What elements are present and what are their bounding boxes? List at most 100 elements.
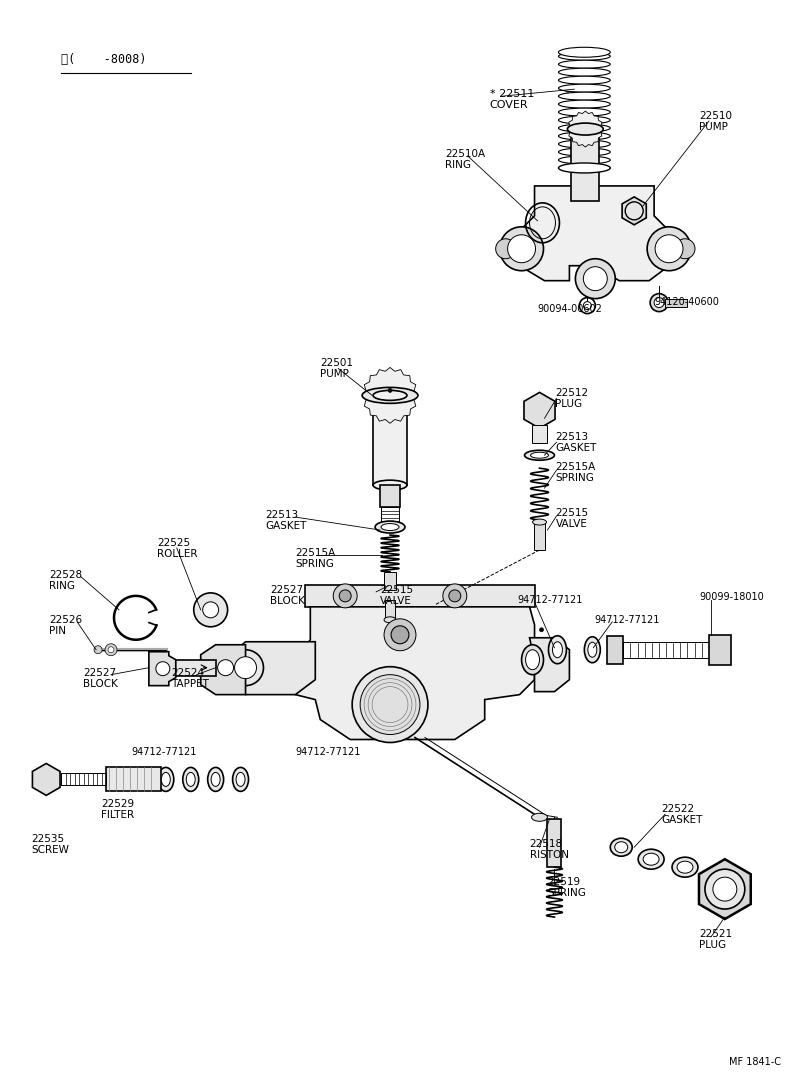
- Ellipse shape: [558, 84, 610, 93]
- Bar: [61, 774, 106, 786]
- Text: 22527: 22527: [270, 585, 303, 595]
- Bar: [571, 126, 599, 201]
- Text: 22522: 22522: [661, 804, 694, 814]
- Text: 22513: 22513: [266, 510, 298, 520]
- Text: ROLLER: ROLLER: [157, 549, 198, 559]
- Text: 22515: 22515: [555, 508, 589, 518]
- Ellipse shape: [558, 148, 610, 156]
- Text: GASKET: GASKET: [555, 444, 597, 453]
- Text: PIN: PIN: [50, 626, 66, 635]
- Text: 22521: 22521: [699, 929, 732, 938]
- Circle shape: [388, 388, 392, 392]
- Text: SPRING: SPRING: [547, 888, 586, 898]
- Text: COVER: COVER: [490, 100, 528, 110]
- Polygon shape: [530, 638, 570, 692]
- Ellipse shape: [531, 813, 547, 821]
- Circle shape: [655, 234, 683, 263]
- Ellipse shape: [558, 69, 610, 76]
- Bar: [380, 485, 400, 507]
- Ellipse shape: [384, 617, 396, 622]
- Circle shape: [218, 659, 234, 676]
- Circle shape: [647, 227, 691, 270]
- Ellipse shape: [530, 452, 549, 458]
- Text: 22515: 22515: [380, 585, 413, 595]
- Circle shape: [194, 593, 228, 627]
- Ellipse shape: [588, 642, 597, 657]
- Circle shape: [105, 644, 117, 656]
- Circle shape: [705, 869, 745, 909]
- Circle shape: [202, 602, 218, 618]
- Text: SPRING: SPRING: [295, 559, 334, 569]
- Polygon shape: [201, 645, 246, 694]
- Circle shape: [500, 227, 543, 270]
- Ellipse shape: [158, 767, 174, 791]
- Ellipse shape: [211, 773, 220, 786]
- Ellipse shape: [381, 523, 399, 531]
- Text: GASKET: GASKET: [661, 815, 702, 825]
- Text: 22510A: 22510A: [445, 149, 485, 159]
- Circle shape: [94, 645, 102, 654]
- Text: FILTER: FILTER: [101, 810, 134, 821]
- Circle shape: [626, 202, 643, 220]
- Polygon shape: [149, 652, 176, 686]
- Ellipse shape: [186, 773, 195, 786]
- Ellipse shape: [558, 124, 610, 132]
- Text: 22518: 22518: [530, 839, 562, 849]
- Text: * 22511: * 22511: [490, 89, 534, 99]
- Ellipse shape: [549, 635, 566, 664]
- Ellipse shape: [677, 861, 693, 873]
- Circle shape: [508, 234, 535, 263]
- Polygon shape: [362, 367, 418, 423]
- Circle shape: [156, 662, 170, 676]
- Bar: [306, 585, 534, 607]
- Ellipse shape: [533, 519, 546, 525]
- Bar: [534, 522, 546, 550]
- Bar: [547, 820, 562, 868]
- Circle shape: [654, 298, 664, 307]
- Ellipse shape: [584, 637, 600, 663]
- Bar: [106, 767, 161, 791]
- Text: 22527: 22527: [83, 668, 116, 678]
- Circle shape: [334, 584, 357, 608]
- Ellipse shape: [558, 60, 610, 69]
- Text: 22501: 22501: [320, 359, 354, 368]
- Text: SPRING: SPRING: [555, 473, 594, 483]
- Polygon shape: [295, 607, 534, 739]
- Text: PUMP: PUMP: [699, 122, 728, 132]
- Circle shape: [360, 675, 420, 735]
- Ellipse shape: [522, 645, 543, 675]
- Ellipse shape: [558, 108, 610, 117]
- Circle shape: [228, 650, 263, 686]
- Circle shape: [234, 656, 257, 679]
- Ellipse shape: [526, 650, 539, 669]
- Ellipse shape: [558, 100, 610, 108]
- Circle shape: [583, 302, 591, 310]
- Text: RING: RING: [445, 160, 471, 170]
- Ellipse shape: [558, 93, 610, 100]
- Ellipse shape: [610, 838, 632, 857]
- Ellipse shape: [558, 140, 610, 148]
- Bar: [709, 634, 731, 665]
- Text: 94712-77121: 94712-77121: [295, 748, 361, 758]
- Ellipse shape: [638, 849, 664, 869]
- Text: PLUG: PLUG: [699, 940, 726, 950]
- Ellipse shape: [558, 156, 610, 163]
- Bar: [665, 299, 687, 306]
- Circle shape: [675, 239, 695, 258]
- Bar: [385, 600, 395, 620]
- Ellipse shape: [373, 390, 407, 400]
- Circle shape: [449, 590, 461, 602]
- Text: RISTON: RISTON: [530, 850, 569, 860]
- Circle shape: [579, 298, 595, 314]
- Text: 22528: 22528: [50, 570, 82, 580]
- Text: 94120-40600: 94120-40600: [654, 296, 719, 306]
- Text: 22525: 22525: [157, 538, 190, 548]
- Polygon shape: [33, 763, 60, 796]
- Text: TAPPET: TAPPET: [170, 679, 209, 689]
- Ellipse shape: [558, 132, 610, 140]
- Circle shape: [713, 877, 737, 901]
- Bar: [161, 659, 216, 676]
- Ellipse shape: [362, 387, 418, 403]
- Text: 22529: 22529: [101, 799, 134, 810]
- Text: GASKET: GASKET: [266, 521, 307, 531]
